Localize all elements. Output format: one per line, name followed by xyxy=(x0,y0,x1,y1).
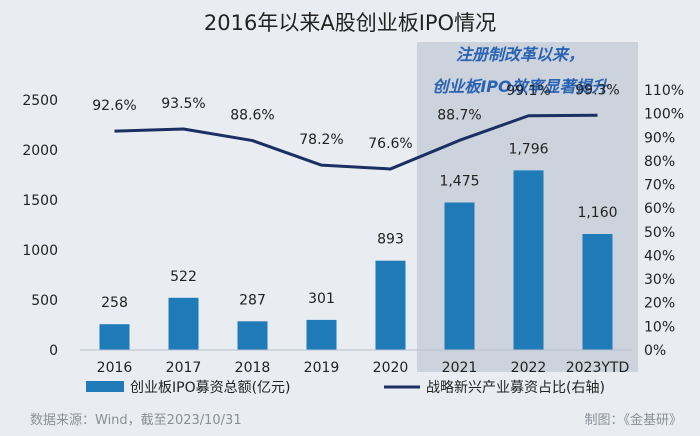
x-tick-label: 2019 xyxy=(304,360,340,376)
bar-value-label: 1,160 xyxy=(577,205,617,221)
series-line xyxy=(114,113,598,171)
chart-title: 2016年以来A股创业板IPO情况 xyxy=(204,11,496,35)
y-left-tick-label: 0 xyxy=(49,343,58,359)
bar xyxy=(582,234,613,350)
line-value-label: 92.6% xyxy=(92,98,136,114)
bar xyxy=(99,324,130,350)
y-left-tick-label: 500 xyxy=(31,293,58,309)
legend-bar-swatch xyxy=(86,381,124,392)
bar-value-label: 893 xyxy=(377,232,404,248)
y-right-tick-label: 10% xyxy=(644,319,675,335)
y-right-tick-label: 90% xyxy=(644,130,675,146)
y-left-tick-label: 1500 xyxy=(22,193,58,209)
y-right-tick-label: 60% xyxy=(644,201,675,217)
y-right-tick-label: 50% xyxy=(644,225,675,241)
bar-value-label: 522 xyxy=(170,269,197,285)
line-value-label: 93.5% xyxy=(161,96,205,112)
y-right-tick-label: 70% xyxy=(644,178,675,194)
y-right-tick-label: 100% xyxy=(644,107,684,123)
legend-bar-label: 创业板IPO募资总额(亿元) xyxy=(130,380,291,396)
line-value-label: 88.6% xyxy=(230,108,274,124)
x-tick-label: 2020 xyxy=(373,360,409,376)
y-right-tick-label: 30% xyxy=(644,272,675,288)
bar xyxy=(237,321,268,350)
bar-value-label: 1,796 xyxy=(508,141,548,157)
bar-value-label: 301 xyxy=(308,291,335,307)
line-value-label: 88.7% xyxy=(437,107,481,123)
chart-credit: 制图：《金基研》 xyxy=(584,413,682,428)
y-left-tick-label: 1000 xyxy=(22,243,58,259)
x-tick-label: 2022 xyxy=(511,360,547,376)
bar-value-label: 1,475 xyxy=(439,174,479,190)
line-value-label: 99.1% xyxy=(506,83,550,99)
x-tick-label: 2018 xyxy=(235,360,271,376)
y-right-tick-label: 80% xyxy=(644,154,675,170)
bar xyxy=(444,202,475,350)
footer: 数据来源：Wind，截至2023/10/31 制图：《金基研》 xyxy=(0,409,700,431)
y-left-tick-label: 2500 xyxy=(22,93,58,109)
bar xyxy=(306,319,337,350)
y-left-tick-label: 2000 xyxy=(22,143,58,159)
line-value-label: 78.2% xyxy=(299,132,343,148)
bar xyxy=(168,297,199,350)
x-tick-label: 2016 xyxy=(97,360,133,376)
y-right-tick-label: 40% xyxy=(644,248,675,264)
legend-line-label: 战略新兴产业募资占比(右轴) xyxy=(426,380,605,396)
x-tick-label: 2021 xyxy=(442,360,478,376)
bar xyxy=(375,260,406,350)
y-right-tick-label: 0% xyxy=(644,343,666,359)
bar xyxy=(513,170,544,350)
line-value-label: 99.3% xyxy=(575,82,619,98)
y-right-tick-label: 110% xyxy=(644,83,684,99)
data-source: 数据来源：Wind，截至2023/10/31 xyxy=(30,413,242,428)
line-value-label: 76.6% xyxy=(368,136,412,152)
x-tick-label: 2023YTD xyxy=(566,360,630,376)
bar-value-label: 287 xyxy=(239,292,266,308)
bar-value-label: 258 xyxy=(101,295,128,311)
y-right-tick-label: 20% xyxy=(644,296,675,312)
x-tick-label: 2017 xyxy=(166,360,202,376)
annotation-line-2: 创业板IPO效率显著提升 xyxy=(432,77,609,96)
annotation-line-1: 注册制改革以来， xyxy=(456,45,584,64)
